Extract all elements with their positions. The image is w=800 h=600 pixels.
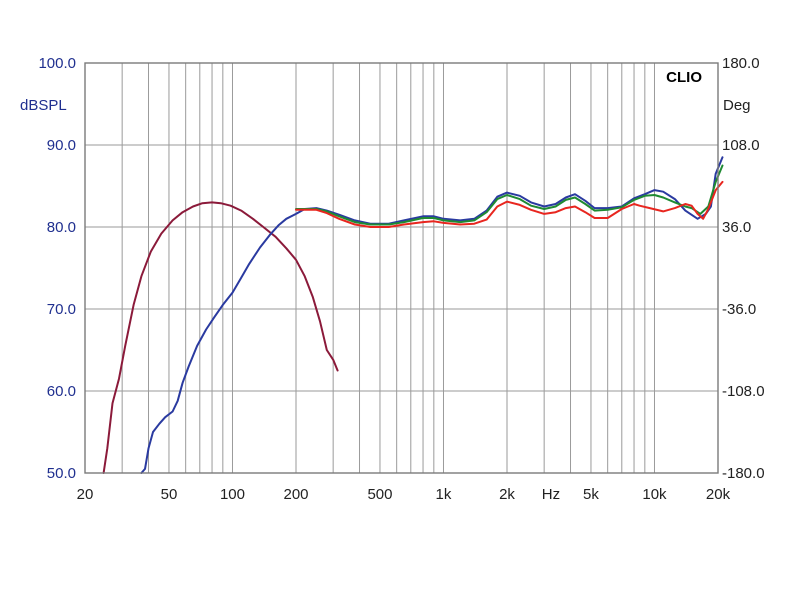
right-axis-ticks: 180.0 108.0 36.0 -36.0 -108.0 -180.0 (722, 55, 765, 482)
series-line-3 (295, 164, 724, 226)
x-axis-tick-label: 5k (583, 486, 599, 503)
x-axis-tick-label: 500 (367, 486, 392, 503)
grid (85, 63, 718, 473)
plot-frame (84, 62, 719, 474)
series-line-4 (295, 180, 724, 228)
series-lines (102, 156, 724, 474)
left-axis-ticks: 100.0 90.0 80.0 70.0 60.0 50.0 (38, 55, 76, 482)
left-axis-tick-label: 70.0 (47, 301, 76, 318)
series-line-1 (102, 201, 339, 474)
right-axis-tick-label: 180.0 (722, 55, 760, 72)
left-axis-tick-label: 80.0 (47, 219, 76, 236)
x-axis-tick-label: 1k (436, 486, 452, 503)
left-axis-tick-label: 100.0 (38, 55, 76, 72)
left-axis-tick-label: 90.0 (47, 137, 76, 154)
left-axis-tick-label: 50.0 (47, 465, 76, 482)
x-axis-unit: Hz (542, 486, 560, 503)
x-axis-tick-label: 2k (499, 486, 515, 503)
right-axis-tick-label: -180.0 (722, 465, 765, 482)
right-axis-tick-label: 36.0 (722, 219, 751, 236)
right-axis-unit: Deg (723, 97, 751, 114)
series-line-2 (140, 156, 724, 474)
x-axis-tick-label: 200 (283, 486, 308, 503)
left-axis-tick-label: 60.0 (47, 383, 76, 400)
x-axis-ticks: 20 50 100 200 500 1k 2k 5k 10k 20k Hz (77, 486, 731, 503)
right-axis-tick-label: -108.0 (722, 383, 765, 400)
left-axis-unit: dBSPL (20, 97, 67, 114)
right-axis-tick-label: -36.0 (722, 301, 756, 318)
brand-label: CLIO (666, 69, 702, 86)
x-axis-tick-label: 50 (161, 486, 178, 503)
x-axis-tick-label: 20 (77, 486, 94, 503)
x-axis-tick-label: 100 (220, 486, 245, 503)
right-axis-tick-label: 108.0 (722, 137, 760, 154)
x-axis-tick-label: 20k (706, 486, 731, 503)
x-axis-tick-label: 10k (642, 486, 667, 503)
